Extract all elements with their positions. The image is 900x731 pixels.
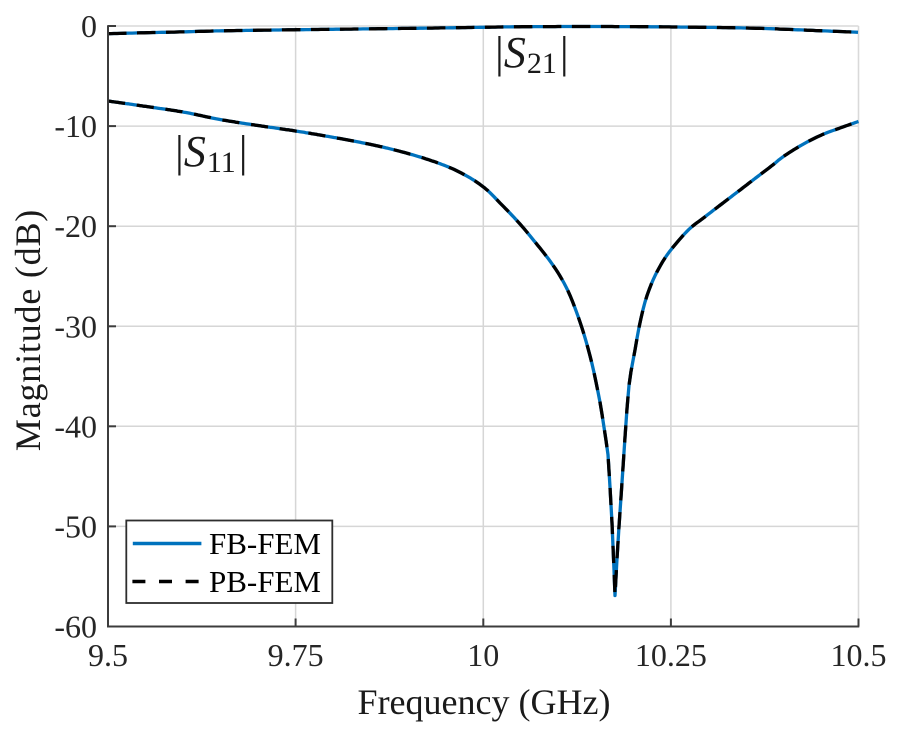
svg-text:-10: -10	[54, 108, 97, 144]
svg-text:-40: -40	[54, 408, 97, 444]
svg-text:9.5: 9.5	[88, 637, 128, 673]
svg-text:10: 10	[467, 637, 499, 673]
svg-text:10.5: 10.5	[831, 637, 887, 673]
svg-text:-50: -50	[54, 508, 97, 544]
svg-text:-60: -60	[54, 609, 97, 645]
svg-text:Frequency (GHz): Frequency (GHz)	[358, 682, 611, 722]
svg-text:-30: -30	[54, 308, 97, 344]
svg-text:FB-FEM: FB-FEM	[209, 526, 321, 561]
svg-text:-20: -20	[54, 208, 97, 244]
svg-text:|S21|: |S21|	[495, 28, 569, 80]
svg-text:9.75: 9.75	[268, 637, 324, 673]
svg-text:10.25: 10.25	[635, 637, 707, 673]
svg-text:PB-FEM: PB-FEM	[209, 564, 321, 599]
svg-text:0: 0	[81, 8, 97, 44]
svg-text:Magnitude (dB): Magnitude (dB)	[8, 209, 48, 451]
